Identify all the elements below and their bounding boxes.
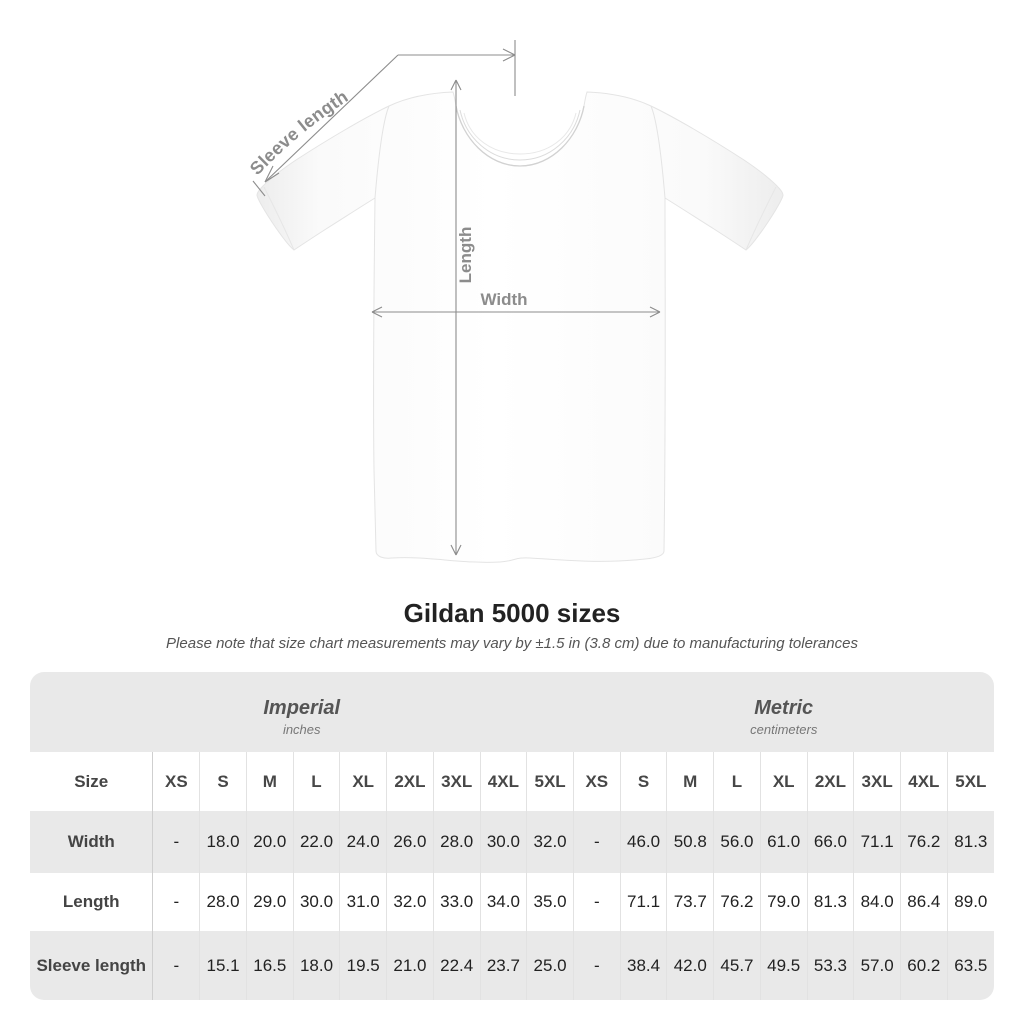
- svg-text:Length: Length: [456, 227, 475, 284]
- svg-text:Width: Width: [480, 290, 527, 309]
